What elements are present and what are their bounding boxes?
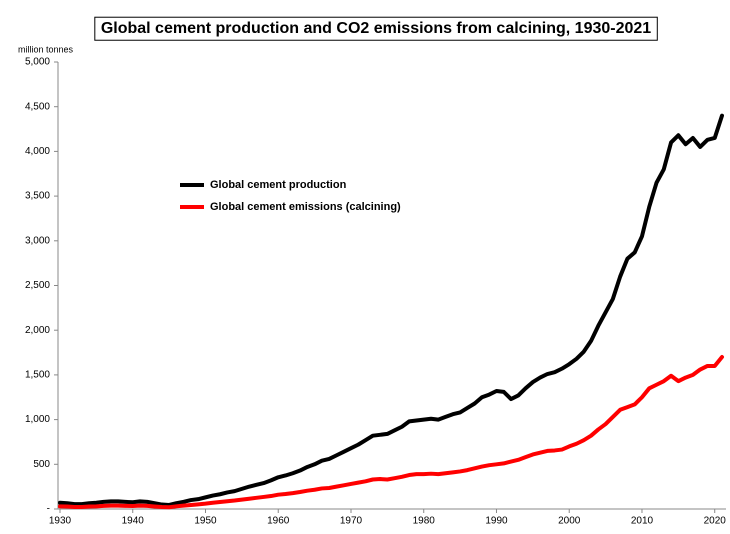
x-tick-label: 1940 xyxy=(122,516,145,527)
legend-text: Global cement production xyxy=(210,179,347,191)
y-tick-label: 4,500 xyxy=(25,101,50,112)
y-tick-label: 3,500 xyxy=(25,191,50,202)
y-tick-label: 4,000 xyxy=(25,146,50,157)
x-tick-label: 1950 xyxy=(194,516,217,527)
title-box xyxy=(94,16,658,41)
series-line xyxy=(58,113,724,507)
x-tick-label: 1990 xyxy=(485,516,508,527)
legend-text: Global cement emissions (calcining) xyxy=(210,201,401,213)
x-tick-label: 2010 xyxy=(631,516,654,527)
y-axis-label: million tonnes xyxy=(18,44,74,54)
y-tick-label: 500 xyxy=(33,459,50,470)
x-tick-label: 2020 xyxy=(704,516,727,527)
chart-title: Global cement production and CO2 emissio… xyxy=(101,20,651,37)
series-line xyxy=(58,355,724,510)
y-tick-label: 5,000 xyxy=(25,57,50,68)
y-tick-label: 1,000 xyxy=(25,414,50,425)
x-tick-label: 2000 xyxy=(558,516,581,527)
x-tick-label: 1930 xyxy=(49,516,72,527)
y-tick-label: 1,500 xyxy=(25,370,50,381)
y-tick-label: 2,000 xyxy=(25,325,50,336)
x-tick-label: 1970 xyxy=(340,516,363,527)
x-tick-label: 1960 xyxy=(267,516,290,527)
x-tick-label: 1980 xyxy=(413,516,436,527)
y-tick-label: 3,000 xyxy=(25,235,50,246)
y-tick-label: 2,500 xyxy=(25,280,50,291)
y-tick-label: - xyxy=(47,504,50,515)
